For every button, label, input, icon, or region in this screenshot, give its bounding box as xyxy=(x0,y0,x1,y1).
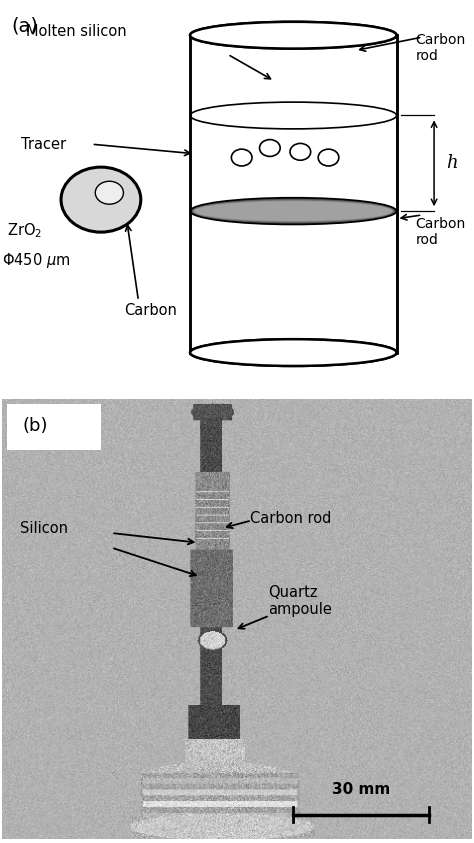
Text: Molten silicon: Molten silicon xyxy=(26,24,127,39)
Text: Tracer: Tracer xyxy=(21,137,66,152)
Ellipse shape xyxy=(190,198,397,224)
Ellipse shape xyxy=(191,198,396,224)
Circle shape xyxy=(61,167,141,232)
Ellipse shape xyxy=(190,22,397,49)
Text: Carbon
rod: Carbon rod xyxy=(415,217,465,247)
Ellipse shape xyxy=(190,339,397,366)
FancyBboxPatch shape xyxy=(7,404,101,450)
Circle shape xyxy=(95,181,123,204)
Ellipse shape xyxy=(195,201,392,221)
Text: Carbon
rod: Carbon rod xyxy=(415,33,465,63)
Text: h: h xyxy=(446,154,457,172)
Text: (b): (b) xyxy=(22,417,48,435)
Ellipse shape xyxy=(190,339,397,366)
Text: Quartz
ampoule: Quartz ampoule xyxy=(268,585,332,617)
Ellipse shape xyxy=(190,22,397,49)
Ellipse shape xyxy=(192,199,395,223)
Text: ZrO$_2$: ZrO$_2$ xyxy=(7,221,42,239)
Ellipse shape xyxy=(193,201,393,222)
Polygon shape xyxy=(190,35,397,352)
Ellipse shape xyxy=(191,199,395,223)
Text: (a): (a) xyxy=(12,16,39,35)
Text: $\Phi$450 $\mu$m: $\Phi$450 $\mu$m xyxy=(2,251,71,271)
Text: Carbon rod: Carbon rod xyxy=(250,511,331,526)
Text: Silicon: Silicon xyxy=(20,521,68,535)
Text: Carbon: Carbon xyxy=(124,303,177,318)
Text: 30 mm: 30 mm xyxy=(332,782,391,797)
Ellipse shape xyxy=(192,200,394,223)
Ellipse shape xyxy=(194,201,392,222)
